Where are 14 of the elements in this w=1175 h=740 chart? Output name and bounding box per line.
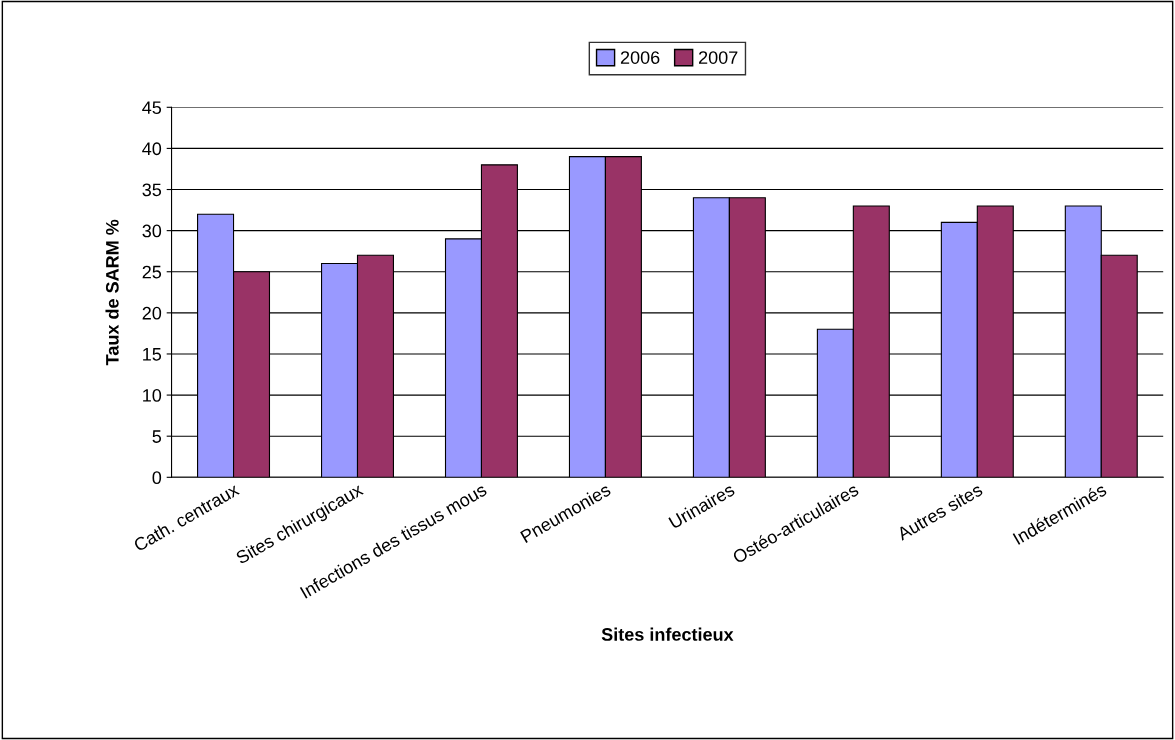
y-tick-label: 10: [143, 389, 162, 402]
y-tick-label: 35: [142, 183, 162, 197]
y-tick-label: 25: [142, 265, 162, 279]
y-tick-label: 15: [143, 348, 162, 361]
x-axis-title: Sites infectieux: [601, 627, 734, 641]
y-tick-label: 40: [142, 142, 162, 156]
legend-label: 2007: [699, 51, 738, 64]
y-tick-label: 5: [152, 430, 162, 443]
legend-label: 2006: [620, 51, 660, 64]
y-tick-label: 30: [142, 224, 162, 238]
y-tick-label: 45: [142, 101, 162, 115]
y-axis-title: Taux de SARM %: [105, 219, 119, 366]
y-tick-label: 0: [152, 471, 162, 485]
y-tick-label: 20: [142, 306, 162, 320]
